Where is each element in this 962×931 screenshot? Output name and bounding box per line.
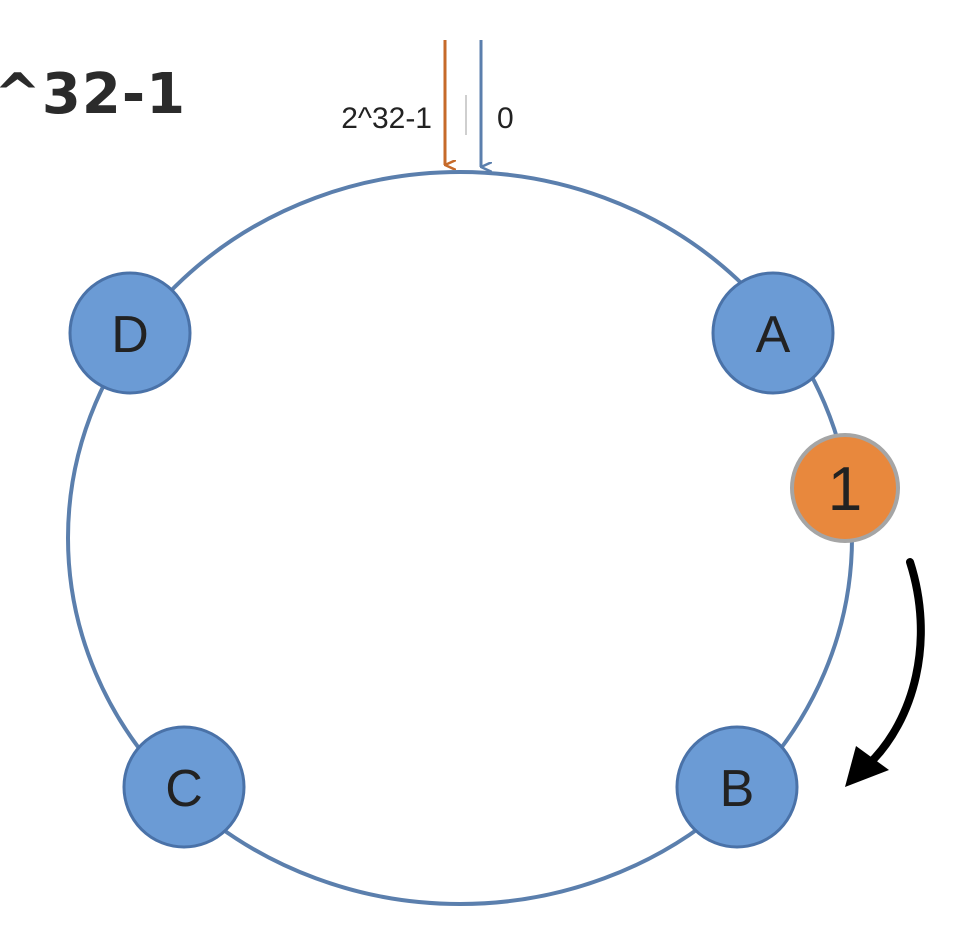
node-d: D: [68, 271, 192, 395]
node-a-label: A: [756, 306, 791, 364]
node-d-circle: [68, 271, 192, 395]
max-value-label: 2^32-1: [341, 102, 432, 135]
node-c-circle: [122, 725, 246, 849]
node-d-label: D: [111, 306, 149, 364]
node-c-label: C: [165, 760, 203, 818]
clockwise-arrow-head: [845, 746, 889, 787]
key-1-circle: [790, 433, 900, 543]
node-a: A: [711, 271, 835, 395]
heading-text: ^32-1: [0, 62, 187, 127]
key-1-label: 1: [828, 455, 862, 524]
node-b: B: [675, 725, 799, 849]
key-1: 1: [790, 433, 900, 543]
clockwise-arrow-shaft: [864, 558, 925, 769]
clockwise-arrow: [845, 558, 925, 787]
node-b-label: B: [720, 760, 755, 818]
zero-label: 0: [497, 102, 514, 135]
node-b-circle: [675, 725, 799, 849]
node-c: C: [122, 725, 246, 849]
node-a-circle: [711, 271, 835, 395]
